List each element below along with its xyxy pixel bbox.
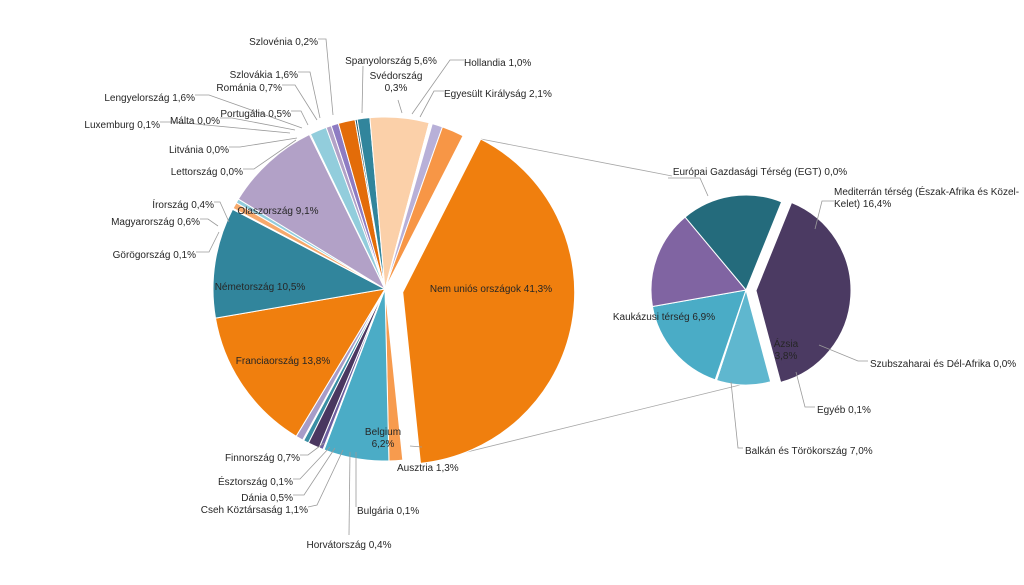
leader-line [795, 371, 815, 408]
secondary-unlabeled-7-slice [684, 194, 783, 291]
mediterran-terseg-eszak-afrika-es-kozel-slice [755, 201, 852, 383]
secondary-data-label: Balkán és Törökország 7,0% [745, 446, 873, 457]
main-data-label: Románia 0,7% [216, 83, 282, 94]
olaszorszag-9-1-slice [237, 133, 387, 291]
leader-line [293, 446, 331, 480]
kaukazusi-terseg-6-9-slice [650, 216, 747, 308]
main-data-label: Ausztria 1,3% [397, 463, 459, 474]
leader-line [668, 177, 709, 197]
leader-line [298, 71, 321, 119]
leader-line [282, 84, 318, 121]
leader-line [196, 231, 220, 253]
secondary-data-label: Egyéb 0,1% [817, 405, 871, 416]
leader-line [243, 139, 297, 170]
main-data-label: Bulgária 0,1% [357, 506, 419, 517]
leader-line [160, 121, 291, 134]
leader-line [361, 65, 364, 114]
leader-line [318, 38, 334, 116]
main-pie [212, 116, 576, 464]
leader-line [200, 218, 219, 227]
leader-line [293, 447, 336, 496]
main-data-label: Lettország 0,0% [171, 167, 243, 178]
leader-line [195, 94, 303, 129]
leader-line [730, 381, 743, 449]
main-data-label: Portugália 0,5% [220, 109, 291, 120]
secondary-data-label: Mediterrán térség (Észak-Afrika és Közel… [834, 185, 1019, 210]
main-data-label: Hollandia 1,0% [464, 58, 531, 69]
main-data-label: Cseh Köztársaság 1,1% [201, 505, 308, 516]
main-data-label: Görögország 0,1% [113, 250, 196, 261]
leader-line [411, 59, 464, 115]
main-data-label: Svédország 0,3% [370, 71, 423, 94]
leader-line [818, 344, 868, 362]
main-data-label: Szlovénia 0,2% [249, 37, 318, 48]
main-data-label: Horvátország 0,4% [306, 540, 391, 551]
main-data-label: Luxemburg 0,1% [84, 120, 160, 131]
main-data-label: Egyesült Királyság 2,1% [444, 89, 552, 100]
leader-line [291, 110, 309, 126]
franciaorszag-13-8-slice [214, 288, 386, 437]
secondary-data-label: Szubszaharai és Dél-Afrika 0,0% [870, 359, 1016, 370]
egyesult-kiralysag-2-1-slice [384, 126, 464, 290]
leader-line [229, 137, 298, 148]
main-data-label: Franciaország 13,8% [236, 356, 331, 367]
main-data-label: Észtország 0,1% [218, 475, 293, 488]
main-data-label: Lengyelország 1,6% [104, 93, 195, 104]
secondary-data-label: Ázsia 3,8% [774, 337, 799, 362]
secondary-pie [650, 194, 852, 386]
secondary-data-label: Kaukázusi térség 6,9% [613, 312, 715, 323]
connector-line-bottom [420, 384, 741, 464]
leader-line [214, 201, 230, 223]
leader-lines [160, 38, 868, 536]
main-data-label: Finnország 0,7% [225, 453, 300, 464]
main-data-label: Magyarország 0,6% [111, 217, 200, 228]
main-data-label: Németország 10,5% [215, 282, 306, 293]
leader-line [419, 90, 444, 118]
secondary-data-label: Európai Gazdasági Térség (EGT) 0,0% [673, 167, 847, 178]
leader-line [348, 451, 351, 536]
main-data-label: Spanyolország 5,6% [345, 56, 437, 67]
connector-lines [420, 138, 741, 464]
leader-line [814, 200, 834, 230]
nemetorszag-10-5-slice [212, 208, 387, 319]
leader-line [300, 442, 325, 456]
main-data-label: Szlovákia 1,6% [230, 70, 298, 81]
connector-line-top [480, 138, 673, 177]
main-data-label: Írország 0,4% [152, 198, 214, 211]
main-data-label: Litvánia 0,0% [169, 145, 229, 156]
main-data-label: Belgium 6,2% [365, 427, 401, 450]
main-data-label: Dánia 0,5% [241, 493, 293, 504]
main-data-label: Málta 0,0% [170, 116, 220, 127]
main-data-label: Nem uniós országok 41,3% [430, 284, 552, 295]
leader-line [220, 117, 296, 131]
main-data-label: Olaszország 9,1% [237, 206, 318, 217]
balkan-es-torokorszag-7-0-slice [651, 289, 747, 381]
data-labels: Nem uniós országok 41,3% Ausztria 1,3% Bel… [84, 37, 1019, 551]
nem-unios-orszagok-41-3-slice [402, 138, 576, 464]
leader-line [307, 449, 344, 508]
leader-line [397, 99, 403, 114]
leader-line [409, 445, 423, 448]
